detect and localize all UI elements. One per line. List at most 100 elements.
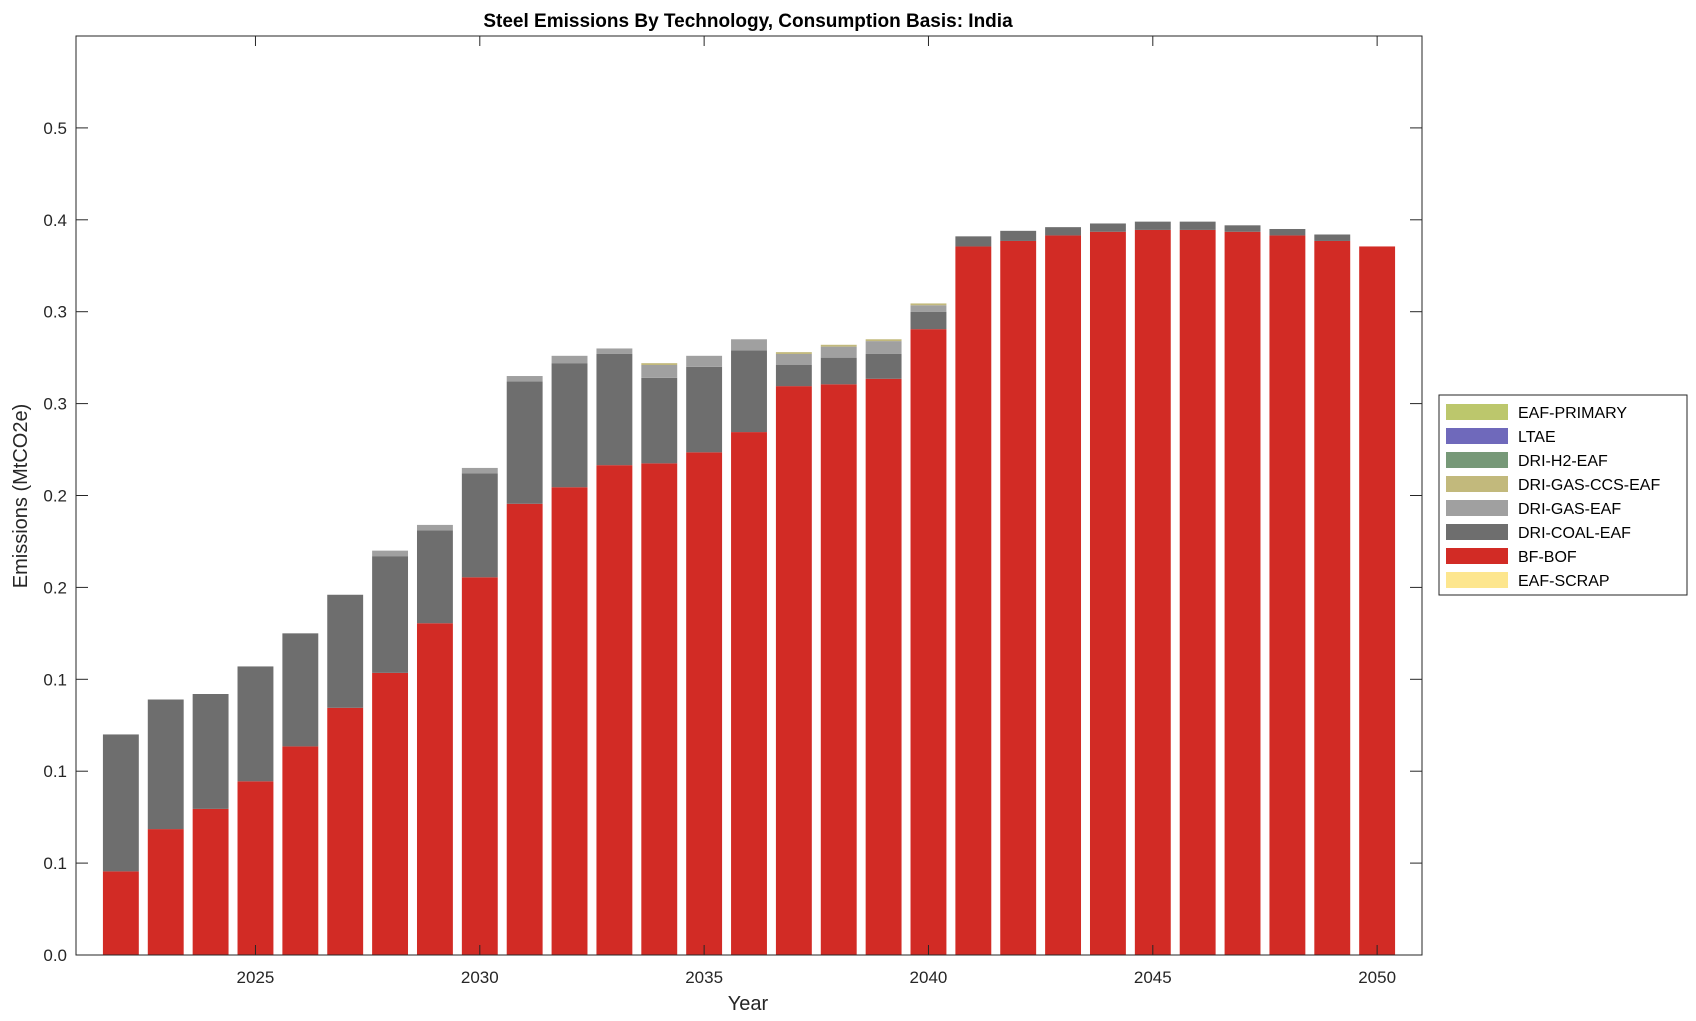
bar-dri-coal-eaf-2026 (282, 633, 319, 747)
x-tick-label: 2030 (461, 968, 499, 987)
bar-dri-gas-eaf-2030 (461, 467, 498, 474)
bar-bf-bof-2049 (1314, 240, 1351, 955)
bar-dri-gas-eaf-2033 (596, 348, 633, 354)
x-axis: 2025 2030 2035 2040 2045 2050 (237, 36, 1396, 987)
bar-bf-bof-2024 (192, 808, 229, 955)
bar-dri-gas-eaf-2029 (416, 524, 453, 531)
bar-bf-bof-2048 (1269, 235, 1306, 956)
legend-swatch-dri-coal-eaf (1446, 524, 1508, 540)
bar-dri-coal-eaf-2025 (237, 666, 274, 782)
legend-swatch-bf-bof (1446, 548, 1508, 564)
bar-bf-bof-2044 (1089, 231, 1126, 955)
bar-bf-bof-2039 (865, 378, 902, 955)
bar-bf-bof-2033 (596, 465, 633, 955)
bar-dri-coal-eaf-2037 (775, 365, 812, 387)
x-tick-label: 2035 (685, 968, 723, 987)
bars-group (102, 221, 1396, 956)
bar-dri-coal-eaf-2032 (551, 363, 588, 488)
legend-label-eaf-scrap: EAF-SCRAP (1518, 573, 1610, 590)
y-tick-label: 0.3 (43, 303, 67, 322)
legend-swatch-dri-gas-ccs-eaf (1446, 476, 1508, 492)
bar-dri-coal-eaf-2048 (1269, 228, 1306, 236)
bar-dri-gas-ccs-eaf-2037 (775, 352, 812, 354)
x-tick-label: 2040 (910, 968, 948, 987)
bar-dri-coal-eaf-2044 (1089, 223, 1126, 232)
bar-dri-coal-eaf-2039 (865, 353, 902, 379)
legend-label-eaf-primary: EAF-PRIMARY (1518, 405, 1627, 422)
legend-label-dri-gas-eaf: DRI-GAS-EAF (1518, 501, 1621, 518)
x-tick-label: 2045 (1134, 968, 1172, 987)
bar-bf-bof-2041 (955, 246, 992, 956)
bar-bf-bof-2022 (102, 871, 139, 955)
bar-dri-coal-eaf-2029 (416, 530, 453, 624)
bar-dri-gas-eaf-2038 (820, 346, 857, 358)
bar-bf-bof-2034 (641, 463, 678, 955)
bar-bf-bof-2037 (775, 386, 812, 955)
y-tick-label: 0.0 (43, 946, 67, 965)
bar-dri-gas-eaf-2035 (686, 355, 723, 367)
bar-bf-bof-2050 (1359, 246, 1396, 956)
legend-label-dri-coal-eaf: DRI-COAL-EAF (1518, 525, 1631, 542)
bar-dri-gas-eaf-2034 (641, 365, 678, 378)
bar-dri-gas-ccs-eaf-2038 (820, 344, 857, 347)
bar-bf-bof-2042 (1000, 240, 1037, 955)
legend-swatch-eaf-primary (1446, 404, 1508, 420)
bar-bf-bof-2043 (1045, 235, 1082, 956)
x-tick-label: 2050 (1358, 968, 1396, 987)
bar-dri-gas-eaf-2039 (865, 341, 902, 354)
y-axis-label: Emissions (MtCO2e) (10, 404, 32, 588)
bar-dri-coal-eaf-2027 (327, 594, 364, 708)
bar-dri-coal-eaf-2049 (1314, 234, 1351, 241)
bar-dri-gas-eaf-2028 (372, 550, 409, 557)
y-tick-label: 0.5 (43, 119, 67, 138)
x-axis-label: Year (728, 993, 769, 1015)
bar-dri-gas-ccs-eaf-2039 (865, 339, 902, 342)
bar-dri-coal-eaf-2022 (102, 734, 139, 872)
bar-dri-gas-eaf-2037 (775, 353, 812, 366)
bar-bf-bof-2027 (327, 707, 364, 955)
bar-bf-bof-2030 (461, 577, 498, 955)
bar-dri-coal-eaf-2042 (1000, 230, 1037, 241)
bar-dri-coal-eaf-2040 (910, 311, 947, 330)
bar-dri-coal-eaf-2043 (1045, 227, 1082, 236)
chart-title: Steel Emissions By Technology, Consumpti… (483, 11, 1013, 32)
bar-bf-bof-2025 (237, 781, 274, 955)
bar-dri-coal-eaf-2046 (1179, 221, 1216, 230)
bar-dri-coal-eaf-2031 (506, 381, 543, 504)
y-tick-label: 0.1 (43, 762, 67, 781)
bar-bf-bof-2036 (731, 432, 767, 955)
bar-dri-coal-eaf-2041 (955, 236, 992, 247)
bar-dri-gas-ccs-eaf-2034 (641, 363, 678, 366)
bar-bf-bof-2026 (282, 746, 319, 955)
legend-label-bf-bof: BF-BOF (1518, 549, 1577, 566)
legend: EAF-PRIMARY LTAE DRI-H2-EAF DRI-GAS-CCS-EAF… (1438, 394, 1688, 596)
bar-dri-coal-eaf-2023 (147, 699, 184, 830)
bar-dri-coal-eaf-2024 (192, 694, 229, 809)
legend-swatch-ltae (1446, 428, 1508, 444)
legend-label-dri-h2-eaf: DRI-H2-EAF (1518, 453, 1608, 470)
y-tick-label: 0.3 (43, 395, 67, 414)
y-tick-label: 0.2 (43, 487, 67, 506)
bar-dri-gas-eaf-2036 (731, 339, 767, 351)
bar-bf-bof-2032 (551, 487, 588, 955)
bar-bf-bof-2038 (820, 384, 857, 955)
x-tick-label: 2025 (237, 968, 275, 987)
legend-swatch-eaf-scrap (1446, 572, 1508, 588)
bar-dri-coal-eaf-2038 (820, 357, 857, 385)
bar-dri-gas-eaf-2031 (506, 376, 543, 382)
bar-bf-bof-2045 (1134, 229, 1171, 955)
y-tick-label: 0.2 (43, 578, 67, 597)
legend-label-dri-gas-ccs-eaf: DRI-GAS-CCS-EAF (1518, 477, 1660, 494)
bar-bf-bof-2028 (372, 672, 409, 955)
bar-dri-gas-eaf-2040 (910, 305, 947, 312)
bar-bf-bof-2023 (147, 829, 184, 955)
bar-dri-coal-eaf-2047 (1224, 225, 1261, 232)
legend-swatch-dri-h2-eaf (1446, 452, 1508, 468)
y-tick-label: 0.1 (43, 670, 67, 689)
y-tick-label: 0.4 (43, 211, 67, 230)
bar-dri-gas-ccs-eaf-2040 (910, 303, 947, 306)
y-axis: 0.0 0.1 0.1 0.1 0.2 0.2 0.3 0.3 0.4 0.5 (43, 119, 1422, 965)
bar-bf-bof-2046 (1179, 229, 1216, 955)
bar-bf-bof-2040 (910, 329, 947, 955)
